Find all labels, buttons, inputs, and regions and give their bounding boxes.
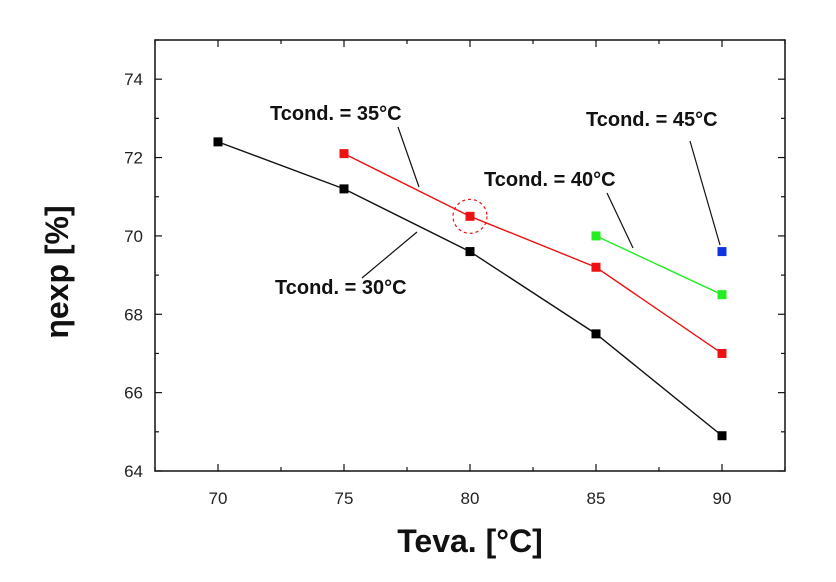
x-tick-label: 70 xyxy=(209,489,228,508)
data-point-s0-2 xyxy=(465,247,475,257)
annotation-leaders xyxy=(361,126,721,279)
y-tick-label: 70 xyxy=(124,227,143,246)
y-tick-label: 66 xyxy=(124,384,143,403)
annotation-tcond-40: Tcond. = 40°C xyxy=(484,169,616,191)
leader-30c xyxy=(361,231,418,279)
data-point-s0-3 xyxy=(591,329,601,339)
y-tick-label: 64 xyxy=(124,462,143,481)
data-point-s0-1 xyxy=(339,184,349,194)
y-tick-label: 74 xyxy=(124,70,143,89)
data-point-s1-1 xyxy=(465,211,475,221)
plot-frame xyxy=(154,39,786,472)
data-point-s1-3 xyxy=(717,348,727,358)
x-axis-title: Teva. [°C] xyxy=(397,523,543,559)
y-tick-label: 72 xyxy=(124,149,143,168)
data-point-s2-0 xyxy=(591,231,601,241)
data-point-s1-0 xyxy=(339,149,349,159)
y-tick-label: 68 xyxy=(124,305,143,324)
data-point-s0-0 xyxy=(213,137,223,147)
series-markers xyxy=(213,137,727,441)
x-tick-label: 85 xyxy=(587,489,606,508)
annotation-tcond-30: Tcond. = 30°C xyxy=(275,277,407,299)
y-axis-title: ηexp [%] xyxy=(39,205,75,338)
leader-35c xyxy=(397,126,420,188)
series-line-1 xyxy=(343,153,723,355)
x-tick-label: 75 xyxy=(335,489,354,508)
series-line-2 xyxy=(595,235,723,296)
data-point-s3-0 xyxy=(717,247,727,257)
annotation-tcond-35: Tcond. = 35°C xyxy=(270,103,402,125)
data-point-s0-4 xyxy=(717,431,727,441)
leader-40c xyxy=(606,192,634,249)
x-tick-label: 80 xyxy=(461,489,480,508)
data-point-s1-2 xyxy=(591,262,601,272)
x-tick-label: 90 xyxy=(713,489,732,508)
annotation-tcond-45: Tcond. = 45°C xyxy=(586,109,718,131)
leader-45c xyxy=(689,140,721,246)
highlight-circle xyxy=(452,198,488,234)
data-point-s2-1 xyxy=(717,290,727,300)
axis-ticks: 70 75 80 85 90 64 66 68 70 72 74 xyxy=(124,39,786,508)
